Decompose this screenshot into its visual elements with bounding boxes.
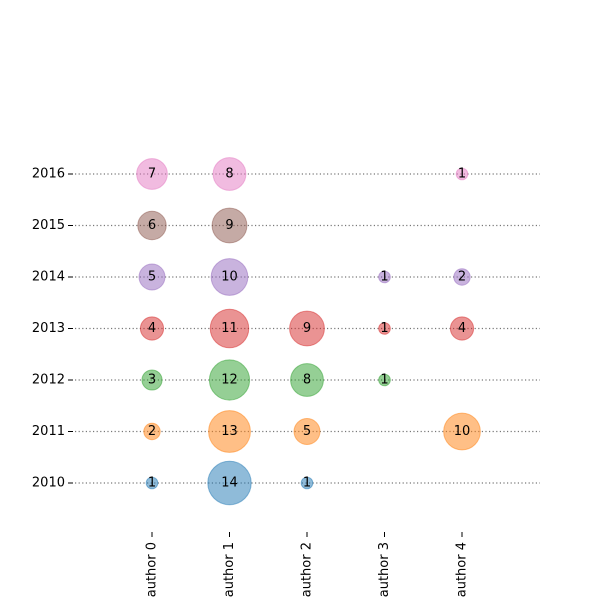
bubble-author-1-2013 xyxy=(209,308,250,349)
bubble-author-4-2011 xyxy=(443,412,481,451)
bubble-value-label: 11 xyxy=(221,321,238,336)
bubble-author-2-2012 xyxy=(290,363,324,397)
y-tick-label: 2012 xyxy=(32,373,65,388)
bubble-value-label: 1 xyxy=(380,270,388,285)
bubble-value-label: 3 xyxy=(148,373,156,388)
bubble-value-label: 2 xyxy=(148,424,156,439)
bubble-author-0-2010 xyxy=(145,476,159,490)
bubble-author-1-2015 xyxy=(211,207,248,244)
x-tick-label: author 4 xyxy=(455,542,470,597)
bubble-author-0-2012 xyxy=(141,369,163,391)
y-tick-label: 2015 xyxy=(32,218,65,233)
y-axis: 2010 2011 2012 2013 2014 2015 2016 xyxy=(32,167,73,491)
bubble-value-label: 8 xyxy=(225,167,233,182)
bubble-author-1-2016 xyxy=(212,157,247,191)
bubble-value-label: 13 xyxy=(221,424,238,439)
bubble-author-4-2013 xyxy=(449,316,475,341)
bubble-author-0-2013 xyxy=(139,316,165,341)
bubble-value-label: 1 xyxy=(380,321,388,336)
bubble-value-label: 14 xyxy=(221,476,238,491)
bubble-value-label: 9 xyxy=(303,321,311,336)
bubble-author-1-2011 xyxy=(208,410,251,453)
y-tick-label: 2010 xyxy=(32,476,65,491)
bubble-value-label: 8 xyxy=(303,373,311,388)
bubble-value-label: 5 xyxy=(303,424,311,439)
x-axis: author 0 author 1 author 2 author 3 author 4 xyxy=(145,532,470,597)
y-tick-label: 2014 xyxy=(32,270,65,285)
bubble-author-1-2014 xyxy=(210,258,249,296)
bubble-value-label: 1 xyxy=(303,476,311,491)
bubble-author-1-2010 xyxy=(207,460,252,506)
bubble-value-label: 10 xyxy=(221,270,238,285)
bubble-author-0-2015 xyxy=(137,210,167,241)
bubble-author-2-2011 xyxy=(293,418,321,445)
bubble-value-label: 1 xyxy=(380,373,388,388)
x-tick-label: author 0 xyxy=(145,542,160,597)
bubble-author-0-2016 xyxy=(136,158,168,190)
bubble-labels: 1 14 12 13 5 103 12 8 14 11 9 1 45 10 1 26 97 8 1 xyxy=(148,167,470,491)
y-tick-label: 2013 xyxy=(32,321,65,336)
y-tick-label: 2011 xyxy=(32,424,65,439)
bubble-author-3-2014 xyxy=(378,270,391,284)
bubble-value-label: 5 xyxy=(148,270,156,285)
bubble-value-label: 7 xyxy=(148,167,156,182)
bubble-author-3-2012 xyxy=(378,373,391,387)
bubble-value-label: 1 xyxy=(148,476,156,491)
bubble-author-0-2011 xyxy=(143,422,161,441)
x-tick-label: author 2 xyxy=(300,542,315,597)
y-tick-label: 2016 xyxy=(32,167,65,182)
bubble-value-label: 4 xyxy=(458,321,466,336)
bubble-author-0-2014 xyxy=(138,263,166,291)
bubble-value-label: 10 xyxy=(454,424,471,439)
bubble-author-1-2012 xyxy=(208,359,251,401)
bubble-value-label: 4 xyxy=(148,321,156,336)
bubble-value-label: 6 xyxy=(148,218,156,233)
bubble-value-label: 12 xyxy=(221,373,238,388)
bubble-value-label: 9 xyxy=(225,218,233,233)
bubble-author-4-2014 xyxy=(453,268,471,286)
bubbles xyxy=(136,157,481,506)
bubble-value-label: 1 xyxy=(458,167,466,182)
bubble-author-2-2013 xyxy=(289,310,325,347)
bubble-author-2-2010 xyxy=(300,476,314,490)
bubble-author-3-2013 xyxy=(378,322,391,335)
x-tick-label: author 3 xyxy=(377,542,392,597)
bubble-value-label: 2 xyxy=(458,270,466,285)
bubble-author-4-2016 xyxy=(455,167,469,181)
x-tick-label: author 1 xyxy=(222,542,237,597)
